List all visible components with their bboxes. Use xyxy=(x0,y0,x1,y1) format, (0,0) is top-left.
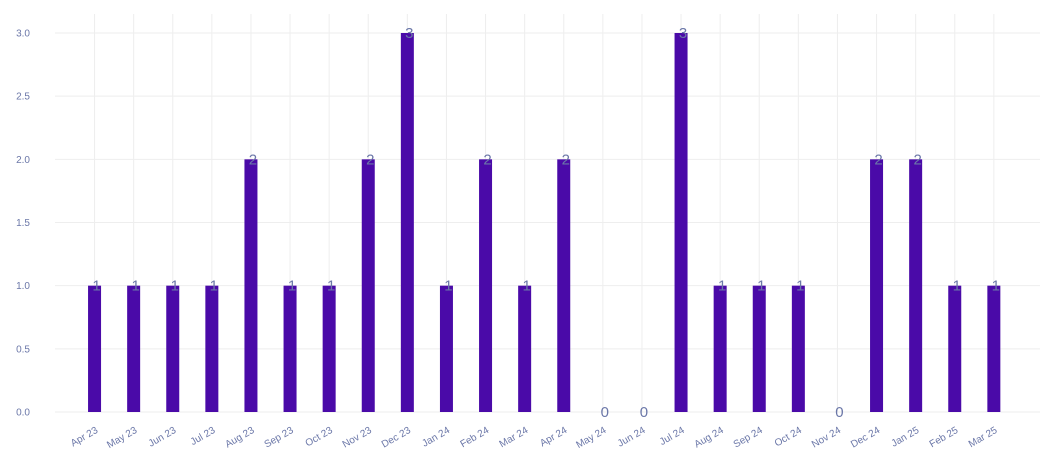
data-label: 1 xyxy=(718,278,726,295)
y-tick-label: 3.0 xyxy=(16,29,30,40)
x-axis: Apr 23 May 23 Jun 23 Jul 23 Aug 23 Sep 23 Oct … xyxy=(69,425,1000,451)
bar xyxy=(518,285,532,412)
bar xyxy=(713,285,727,412)
x-tick-label: Jun 24 xyxy=(616,425,648,450)
data-label: 0 xyxy=(640,404,648,421)
bar xyxy=(479,159,493,412)
data-label: 1 xyxy=(522,278,530,295)
bar xyxy=(361,159,375,412)
bar xyxy=(948,285,962,412)
x-tick-label: Jun 23 xyxy=(147,425,179,450)
y-tick-label: 2.5 xyxy=(16,92,30,103)
data-label: 2 xyxy=(874,151,882,168)
y-axis: 0.0 0.5 1.0 1.5 2.0 2.5 3.0 xyxy=(16,29,30,419)
data-label: 1 xyxy=(131,278,139,295)
bar xyxy=(322,285,336,412)
data-label: 1 xyxy=(92,278,100,295)
x-tick-label: Apr 24 xyxy=(538,425,569,449)
bar xyxy=(674,33,688,412)
x-tick-label: Dec 24 xyxy=(849,425,882,451)
x-tick-label: Oct 24 xyxy=(773,425,804,449)
bar xyxy=(870,159,884,412)
x-tick-label: Mar 24 xyxy=(498,425,531,450)
data-label: 1 xyxy=(210,278,218,295)
y-tick-label: 2.0 xyxy=(16,155,30,166)
bar xyxy=(283,285,297,412)
data-label: 3 xyxy=(405,25,413,42)
data-label: 2 xyxy=(483,151,491,168)
data-label: 2 xyxy=(366,151,374,168)
data-label: 2 xyxy=(562,151,570,168)
x-tick-label: Feb 24 xyxy=(459,425,492,450)
data-label: 1 xyxy=(953,278,961,295)
bar xyxy=(127,285,141,412)
data-label: 2 xyxy=(913,151,921,168)
bar xyxy=(909,159,923,412)
bar xyxy=(987,285,1001,412)
x-tick-label: Nov 23 xyxy=(341,425,374,451)
y-tick-label: 0.0 xyxy=(16,408,30,419)
x-tick-label: Dec 23 xyxy=(380,425,413,451)
x-tick-label: Aug 24 xyxy=(693,425,726,451)
bar xyxy=(166,285,180,412)
data-label: 1 xyxy=(288,278,296,295)
x-tick-label: Jul 23 xyxy=(189,425,218,448)
grid-lines xyxy=(55,14,1040,413)
bar xyxy=(205,285,219,412)
bar xyxy=(752,285,766,412)
data-label: 1 xyxy=(327,278,335,295)
x-tick-label: Feb 25 xyxy=(928,425,961,450)
x-tick-label: Apr 23 xyxy=(69,425,100,449)
bars xyxy=(88,33,1001,412)
x-tick-label: Nov 24 xyxy=(810,425,843,451)
x-tick-label: Sep 24 xyxy=(732,425,765,451)
x-tick-label: Jan 25 xyxy=(890,425,922,450)
data-label: 2 xyxy=(249,151,257,168)
bar xyxy=(791,285,805,412)
x-tick-label: May 23 xyxy=(105,425,139,451)
x-tick-label: Jan 24 xyxy=(420,425,452,450)
data-label: 1 xyxy=(757,278,765,295)
y-tick-label: 1.5 xyxy=(16,218,30,229)
bar xyxy=(88,285,102,412)
data-label: 1 xyxy=(796,278,804,295)
data-label: 1 xyxy=(171,278,179,295)
data-labels: 1 1 1 1 2 1 1 2 3 1 2 1 2 0 0 3 1 1 1 0 2 2 1 1 xyxy=(92,25,1000,421)
x-tick-label: Aug 23 xyxy=(223,425,256,451)
x-tick-label: Oct 23 xyxy=(304,425,335,449)
y-tick-label: 1.0 xyxy=(16,281,30,292)
bar xyxy=(557,159,571,412)
data-label: 1 xyxy=(444,278,452,295)
x-tick-label: Sep 23 xyxy=(263,425,296,451)
data-label: 1 xyxy=(992,278,1000,295)
y-tick-label: 0.5 xyxy=(16,344,30,355)
data-label: 0 xyxy=(601,404,609,421)
x-tick-label: Jul 24 xyxy=(658,425,687,448)
x-tick-label: Mar 25 xyxy=(967,425,1000,450)
x-tick-label: May 24 xyxy=(574,425,608,451)
bar xyxy=(439,285,453,412)
bar xyxy=(400,33,414,412)
bar xyxy=(244,159,258,412)
data-label: 3 xyxy=(679,25,687,42)
data-label: 0 xyxy=(835,404,843,421)
